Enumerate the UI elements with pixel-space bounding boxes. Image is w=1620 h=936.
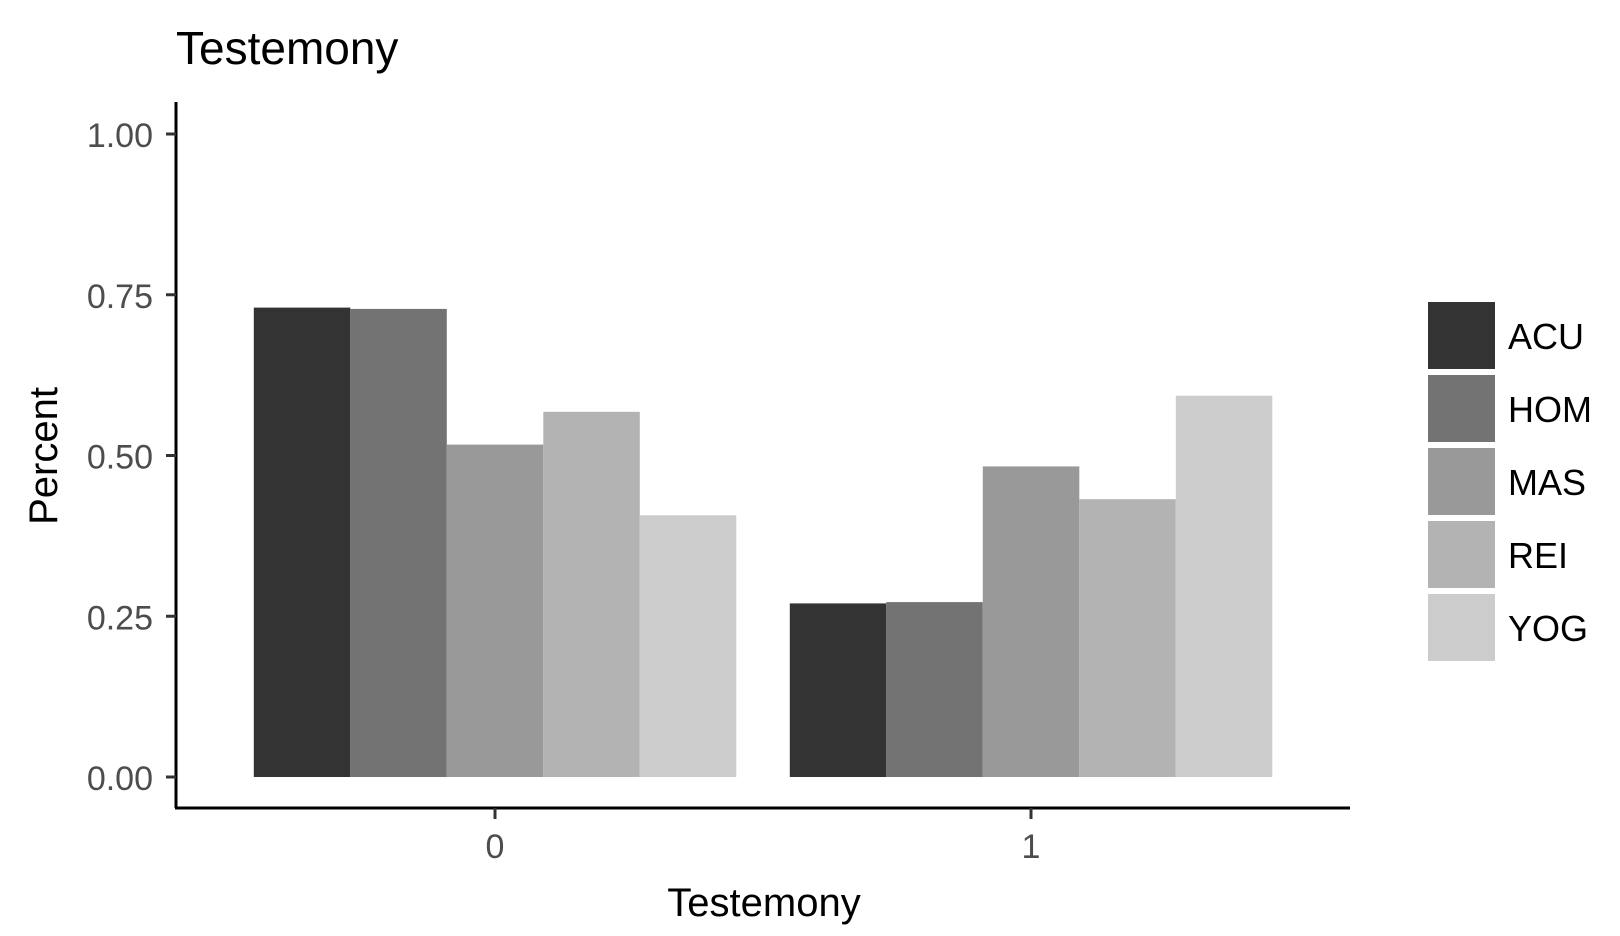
bar-mas-0 (446, 444, 544, 777)
bar-mas-1 (982, 466, 1080, 777)
bar-acu-1 (789, 603, 887, 777)
x-tick-label: 0 (486, 828, 505, 866)
y-tick-label: 0.25 (87, 599, 153, 637)
y-tick-label: 0.00 (87, 760, 153, 798)
y-tick-label: 1.00 (87, 117, 153, 155)
x-tick-label: 1 (1022, 828, 1041, 866)
legend-swatch-mas (1428, 448, 1495, 515)
x-axis-label: Testemony (667, 881, 860, 925)
bar-rei-0 (543, 411, 640, 777)
y-axis-label: Percent (22, 387, 66, 525)
legend-swatch-acu (1428, 302, 1495, 369)
bar-rei-1 (1079, 499, 1176, 777)
legend-label-acu: ACU (1508, 316, 1584, 357)
legend-label-mas: MAS (1508, 462, 1586, 503)
bar-hom-1 (886, 602, 983, 777)
y-tick-label: 0.75 (87, 278, 153, 316)
chart-title: Testemony (176, 22, 398, 74)
legend-swatch-rei (1428, 521, 1495, 588)
bar-acu-0 (253, 307, 351, 777)
y-ticks-group: 0.00 0.25 0.50 0.75 1.00 (87, 117, 176, 798)
bars-group (253, 307, 1273, 777)
bar-yog-0 (639, 515, 737, 777)
legend-swatch-hom (1428, 375, 1495, 442)
legend-swatch-yog (1428, 594, 1495, 661)
legend-label-hom: HOM (1508, 389, 1592, 430)
bar-hom-0 (350, 308, 447, 777)
legend: ACU HOM MAS REI YOG (1428, 302, 1592, 661)
legend-label-rei: REI (1508, 535, 1568, 576)
legend-label-yog: YOG (1508, 608, 1588, 649)
bar-yog-1 (1175, 395, 1273, 777)
y-tick-label: 0.50 (87, 439, 153, 477)
